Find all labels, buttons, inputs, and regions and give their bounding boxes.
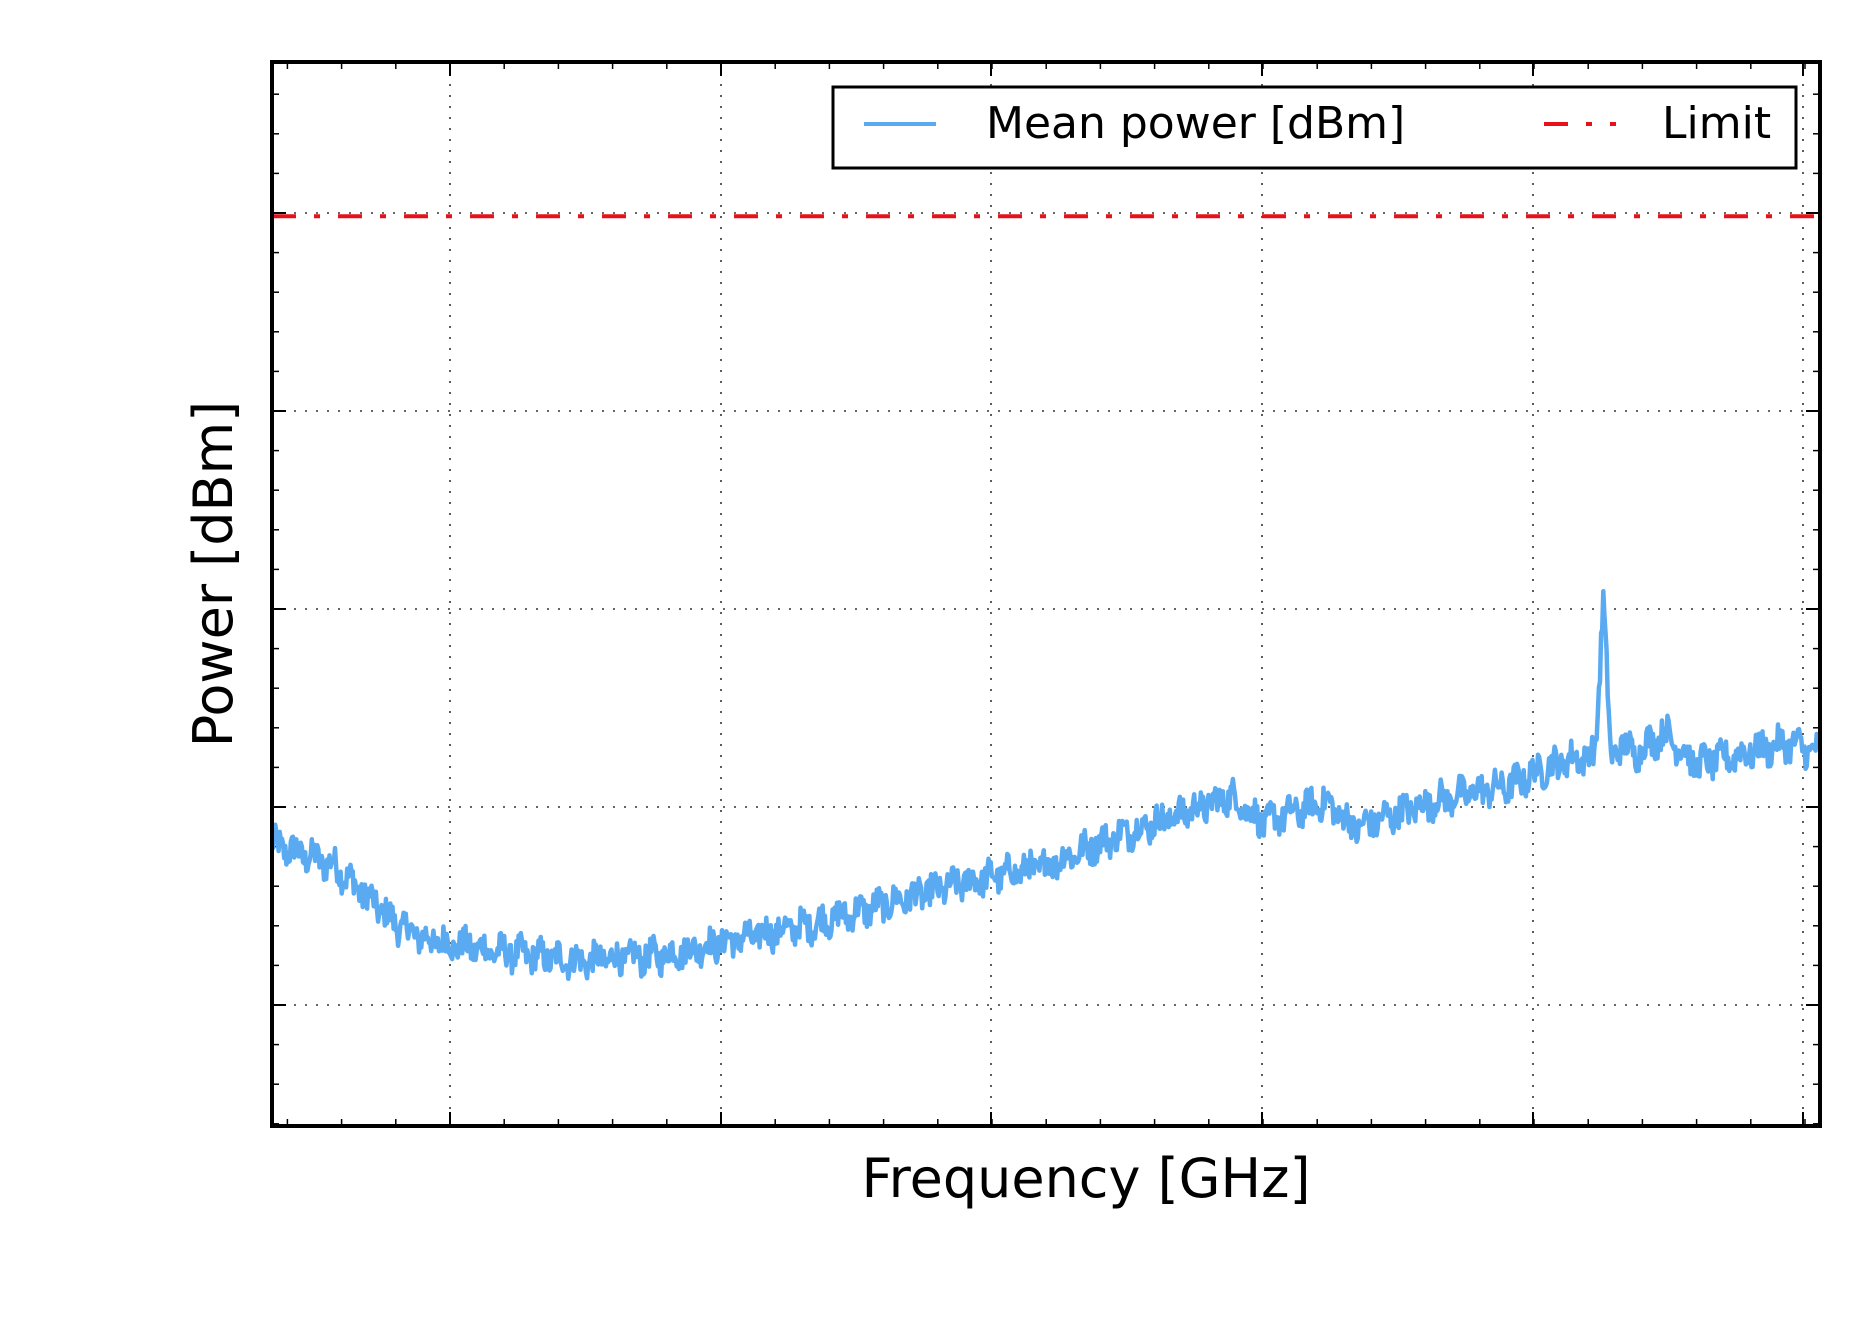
- legend-label-limit: Limit: [1662, 98, 1771, 149]
- legend-box: [831, 85, 1798, 170]
- legend-label-mean-power: Mean power [dBm]: [986, 98, 1405, 149]
- series-line-mean-power: [272, 588, 1820, 982]
- plot-frame: [270, 60, 1822, 1128]
- major-ticks: [272, 62, 1820, 1126]
- legend: Mean power [dBm] Limit: [831, 85, 1798, 170]
- plot-area-clip: [272, 214, 1820, 982]
- y-axis-label: Power [dBm]: [182, 401, 245, 748]
- x-axis-label: Frequency [GHz]: [861, 1147, 1310, 1210]
- minor-ticks: [272, 62, 1820, 1126]
- grid-lines: [272, 62, 1820, 1126]
